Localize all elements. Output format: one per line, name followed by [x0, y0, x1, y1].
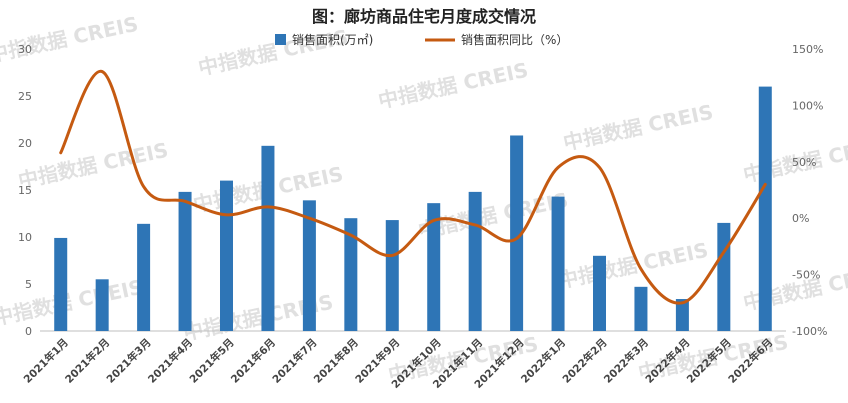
y-left-tick-label: 25 — [18, 90, 32, 103]
chart-title: 图：廊坊商品住宅月度成交情况 — [312, 7, 536, 26]
bar — [551, 196, 565, 331]
watermark-text: 中指数据 CREIS — [16, 138, 170, 193]
y-left-tick-label: 10 — [18, 231, 32, 244]
watermark-text: 中指数据 CREIS — [376, 58, 530, 113]
y-left-tick-label: 0 — [25, 325, 32, 338]
bar — [220, 180, 233, 331]
bar — [427, 203, 441, 331]
bar — [54, 237, 68, 331]
watermark-text: 中指数据 CREIS — [556, 238, 710, 293]
bar — [261, 145, 275, 331]
bar — [137, 223, 151, 331]
y-right-tick-label: 0% — [792, 212, 809, 225]
bar — [385, 220, 399, 331]
line-series — [59, 70, 767, 305]
bar — [717, 222, 731, 331]
bar — [758, 86, 772, 331]
bar — [510, 135, 524, 331]
yoy-line — [59, 70, 767, 305]
bar — [675, 299, 689, 331]
watermark-text: 中指数据 CREIS — [0, 12, 140, 67]
y-right-tick-label: 150% — [792, 43, 823, 56]
legend: 销售面积(万㎡) 销售面积同比（%） — [275, 32, 568, 47]
bar — [178, 191, 192, 331]
bar — [468, 191, 482, 331]
legend-label-bar: 销售面积(万㎡) — [292, 32, 373, 47]
bar — [95, 279, 109, 331]
bar — [634, 286, 648, 331]
watermark-text: 中指数据 CREIS — [0, 275, 145, 330]
y-right-tick-label: 50% — [792, 156, 816, 169]
watermark-text: 中指数据 CREIS — [561, 100, 715, 155]
y-left-tick-label: 30 — [18, 43, 32, 56]
bar — [593, 255, 606, 331]
y-left-tick-label: 5 — [25, 278, 32, 291]
bar — [302, 200, 316, 331]
y-left-tick-label: 20 — [18, 137, 32, 150]
y-left-tick-label: 15 — [18, 184, 32, 197]
y-right-tick-label: 100% — [792, 99, 823, 112]
bar-series — [54, 86, 772, 331]
y-right-tick-label: -50% — [792, 269, 820, 282]
y-right-tick-label: -100% — [792, 325, 827, 338]
bar — [344, 218, 358, 331]
legend-label-line: 销售面积同比（%） — [461, 32, 568, 47]
legend-swatch-bar — [275, 34, 286, 45]
